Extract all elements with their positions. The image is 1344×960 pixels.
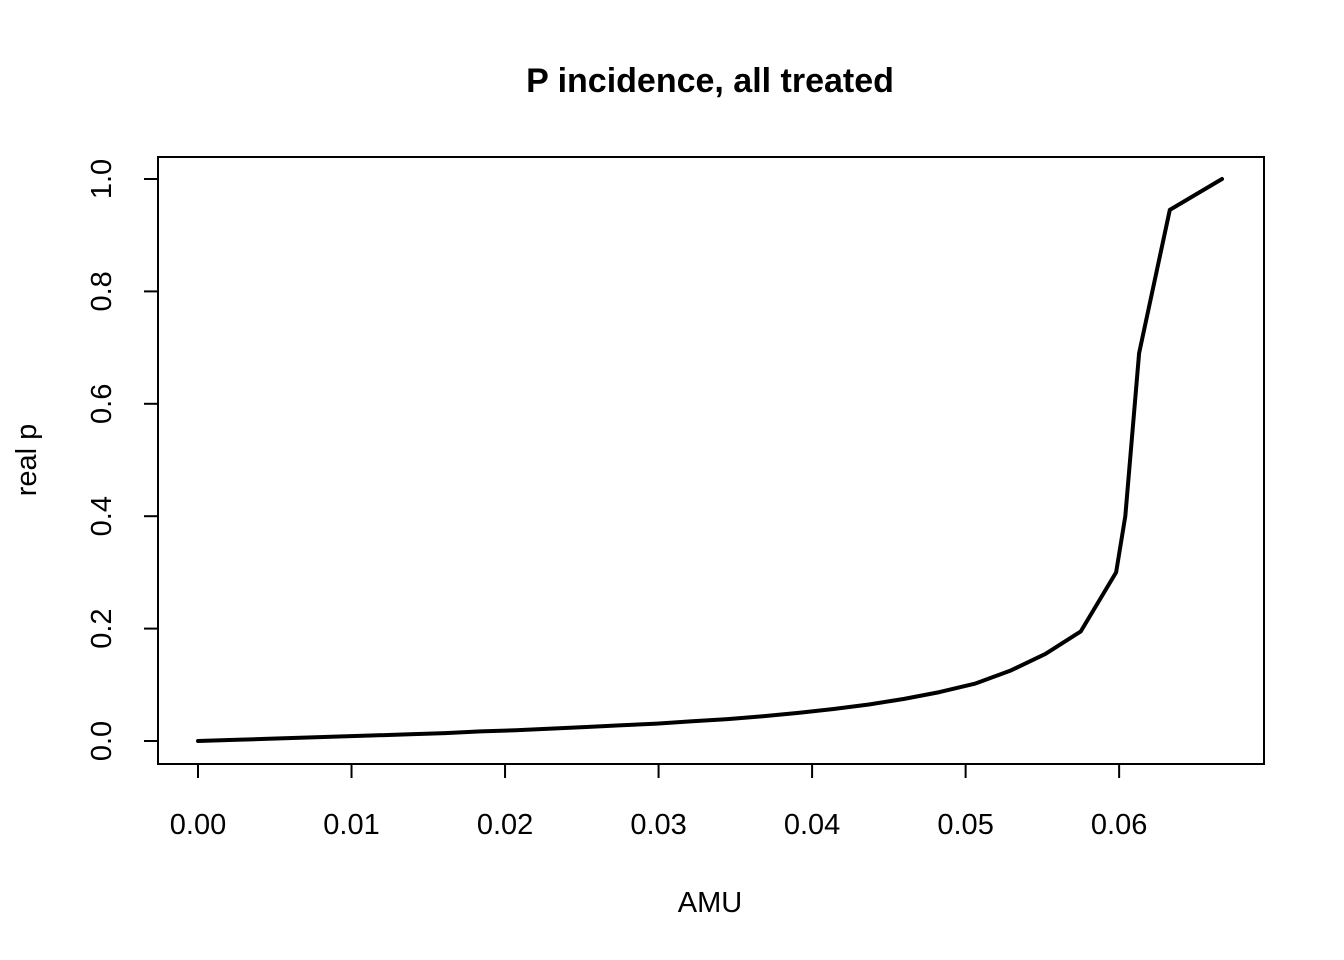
x-tick-label: 0.01 <box>323 809 379 841</box>
x-axis-label: AMU <box>678 887 742 919</box>
x-tick-label: 0.04 <box>784 809 840 841</box>
y-tick-label: 0.4 <box>86 496 118 536</box>
y-tick-label: 0.2 <box>86 608 118 648</box>
x-tick-label: 0.02 <box>477 809 533 841</box>
x-tick-label: 0.00 <box>170 809 226 841</box>
y-tick-label: 0.6 <box>86 384 118 424</box>
series-line <box>196 177 1224 743</box>
x-tick-label: 0.03 <box>630 809 686 841</box>
x-tick-label: 0.05 <box>937 809 993 841</box>
y-tick-label: 0.0 <box>86 721 118 761</box>
y-axis: 0.0 0.2 0.4 0.6 0.8 1.0 <box>86 159 159 761</box>
y-axis-label: real p <box>11 424 43 497</box>
x-tick-label: 0.06 <box>1091 809 1147 841</box>
chart-title: P incidence, all treated <box>526 62 894 100</box>
y-tick-label: 0.8 <box>86 271 118 311</box>
plot-area-box <box>157 156 1265 765</box>
series-layer <box>196 177 1224 743</box>
y-tick-label: 1.0 <box>86 159 118 199</box>
x-axis: 0.00 0.01 0.02 0.03 0.04 0.05 0.06 <box>170 763 1147 841</box>
